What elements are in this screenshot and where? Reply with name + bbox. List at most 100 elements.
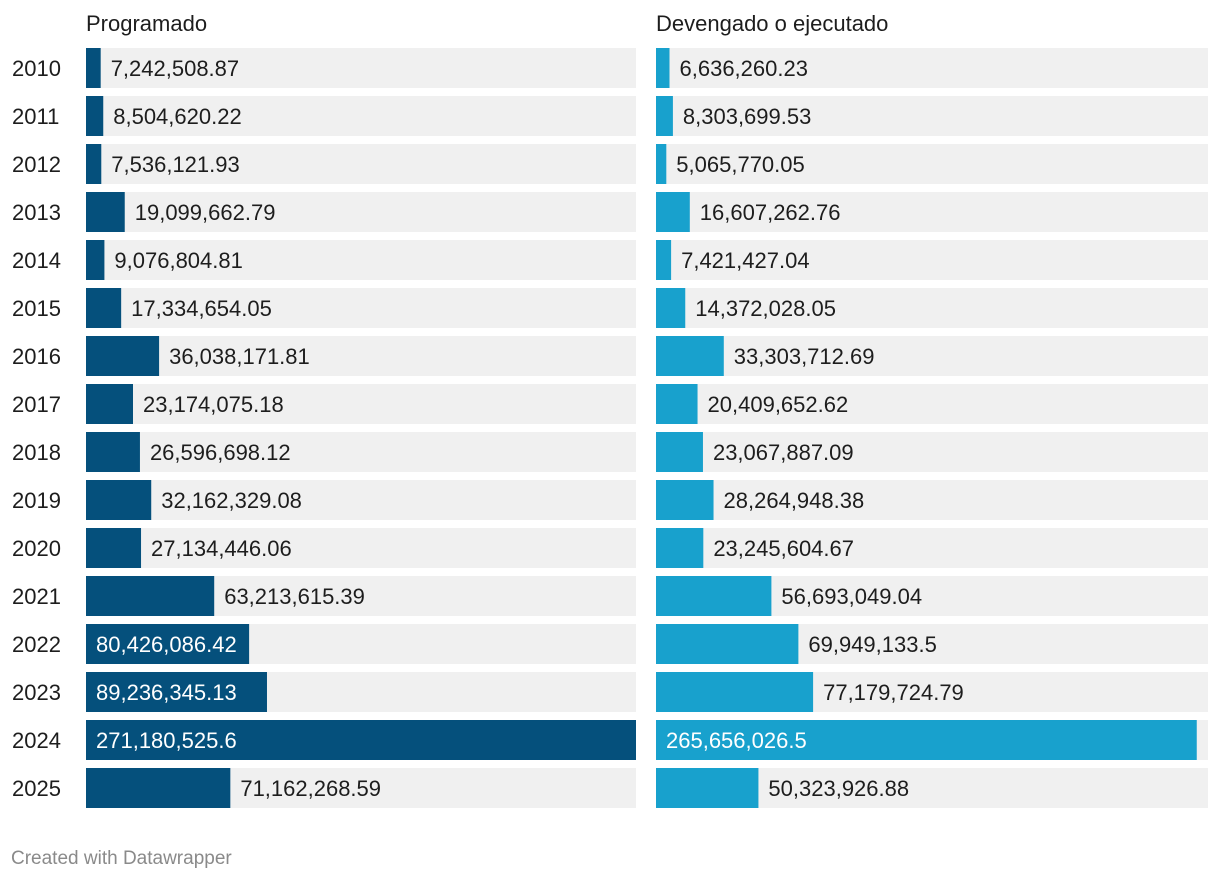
- value-label: 56,693,049.04: [781, 584, 922, 609]
- bar-track: [86, 528, 636, 568]
- year-label: 2021: [12, 584, 61, 609]
- bar: [656, 720, 1197, 760]
- value-label: 271,180,525.6: [96, 728, 237, 753]
- value-label: 23,245,604.67: [713, 536, 854, 561]
- value-label: 69,949,133.5: [808, 632, 936, 657]
- bar: [656, 336, 724, 376]
- bar-track: [656, 432, 1208, 472]
- value-label: 7,536,121.93: [111, 152, 239, 177]
- bar: [656, 768, 759, 808]
- value-label: 27,134,446.06: [151, 536, 292, 561]
- value-label: 23,174,075.18: [143, 392, 284, 417]
- year-label: 2013: [12, 200, 61, 225]
- bar: [86, 528, 142, 568]
- year-label: 2025: [12, 776, 61, 801]
- panel-title: Programado: [86, 11, 207, 36]
- bar-track: [86, 480, 636, 520]
- split-bar-chart: Programado Devengado o ejecutado 2010 7,242…: [12, 11, 1208, 808]
- bar-track: [656, 288, 1208, 328]
- year-label: 2015: [12, 296, 61, 321]
- footer-credit: Created with Datawrapper: [11, 848, 232, 869]
- bar: [86, 336, 160, 376]
- value-label: 28,264,948.38: [724, 488, 865, 513]
- value-label: 7,242,508.87: [111, 56, 239, 81]
- year-label: 2019: [12, 488, 61, 513]
- bar: [656, 576, 772, 616]
- year-label: 2017: [12, 392, 61, 417]
- bar: [86, 624, 250, 664]
- bar: [656, 432, 703, 472]
- bar-track: [86, 288, 636, 328]
- bar: [656, 288, 686, 328]
- year-label: 2011: [12, 104, 59, 129]
- bar: [656, 384, 698, 424]
- value-label: 32,162,329.08: [161, 488, 302, 513]
- value-label: 8,504,620.22: [113, 104, 241, 129]
- year-label: 2022: [12, 632, 61, 657]
- bar: [86, 480, 152, 520]
- bar: [656, 144, 667, 184]
- bar-track: [86, 48, 636, 88]
- bar-track: [86, 240, 636, 280]
- bar: [86, 432, 140, 472]
- bar-track: [656, 240, 1208, 280]
- value-label: 77,179,724.79: [823, 680, 964, 705]
- bar-track: [656, 144, 1208, 184]
- bar: [656, 48, 670, 88]
- bar: [656, 192, 690, 232]
- value-label: 17,334,654.05: [131, 296, 272, 321]
- bar: [86, 144, 102, 184]
- bar-track: [656, 48, 1208, 88]
- bar: [656, 480, 714, 520]
- value-label: 5,065,770.05: [676, 152, 804, 177]
- year-label: 2024: [12, 728, 61, 753]
- value-label: 89,236,345.13: [96, 680, 237, 705]
- value-label: 16,607,262.76: [700, 200, 841, 225]
- value-label: 50,323,926.88: [768, 776, 909, 801]
- value-label: 20,409,652.62: [708, 392, 849, 417]
- bar: [86, 672, 267, 712]
- value-label: 33,303,712.69: [734, 344, 875, 369]
- bar: [86, 240, 105, 280]
- value-label: 7,421,427.04: [681, 248, 809, 273]
- value-label: 19,099,662.79: [135, 200, 276, 225]
- bar-track: [86, 336, 636, 376]
- bar: [86, 384, 134, 424]
- bar-track: [86, 144, 636, 184]
- value-label: 265,656,026.5: [666, 728, 807, 753]
- value-label: 80,426,086.42: [96, 632, 237, 657]
- bar-track: [86, 192, 636, 232]
- bar: [86, 96, 104, 136]
- bar: [86, 48, 101, 88]
- bar: [86, 288, 122, 328]
- bar: [86, 720, 636, 760]
- year-label: 2010: [12, 56, 61, 81]
- year-label: 2018: [12, 440, 61, 465]
- bar: [86, 768, 231, 808]
- bar: [86, 576, 215, 616]
- bar: [656, 528, 704, 568]
- bar-track: [656, 336, 1208, 376]
- year-label: 2020: [12, 536, 61, 561]
- year-label: 2014: [12, 248, 61, 273]
- bar-track: [656, 192, 1208, 232]
- bar: [656, 672, 814, 712]
- year-label: 2012: [12, 152, 61, 177]
- bar: [656, 96, 673, 136]
- value-label: 8,303,699.53: [683, 104, 811, 129]
- bar-track: [656, 528, 1208, 568]
- bar-track: [656, 384, 1208, 424]
- value-label: 36,038,171.81: [169, 344, 310, 369]
- year-label: 2023: [12, 680, 61, 705]
- panel-title: Devengado o ejecutado: [656, 11, 888, 36]
- value-label: 9,076,804.81: [114, 248, 242, 273]
- value-label: 14,372,028.05: [695, 296, 836, 321]
- value-label: 63,213,615.39: [224, 584, 365, 609]
- bar-track: [656, 96, 1208, 136]
- bar-track: [86, 384, 636, 424]
- bar-track: [86, 432, 636, 472]
- value-label: 26,596,698.12: [150, 440, 291, 465]
- bar-track: [86, 96, 636, 136]
- bar-track: [656, 480, 1208, 520]
- bar: [656, 624, 799, 664]
